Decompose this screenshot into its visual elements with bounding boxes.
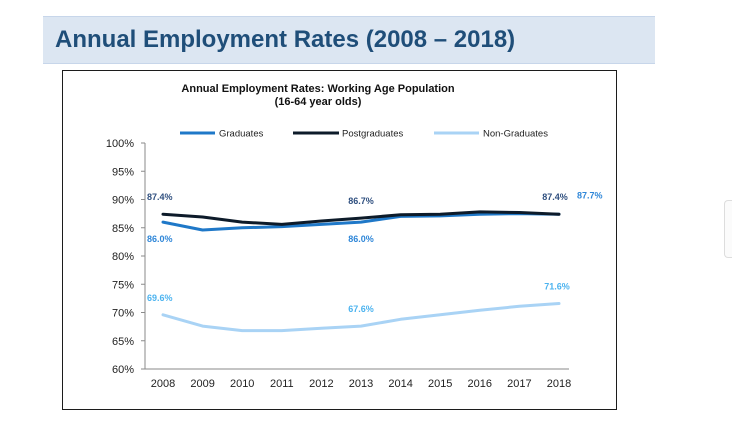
y-tick-label: 75%	[112, 279, 134, 291]
y-tick-label: 65%	[112, 336, 134, 348]
series-line-graduates	[161, 212, 561, 232]
series-line-postgraduates	[161, 210, 561, 226]
x-tick-label: 2018	[547, 378, 571, 390]
x-tick-label: 2013	[349, 378, 373, 390]
x-axis: 2008 2009 2010 2011 2012 2013 2014 2015 2016 2017…	[145, 368, 571, 390]
chart-legend: Graduates Postgraduates Non-Graduates	[180, 129, 548, 140]
x-tick-label: 2017	[507, 378, 531, 390]
x-tick-label: 2014	[388, 378, 412, 390]
series-lines	[161, 210, 561, 333]
data-label-postgraduates-2008: 87.4%	[147, 192, 173, 202]
x-tick-label: 2012	[309, 378, 333, 390]
y-axis: 100% 95% 90% 85% 80% 75% 70% 65% 60%	[106, 138, 146, 376]
y-tick-label: 100%	[106, 138, 134, 150]
y-tick-label: 70%	[112, 308, 134, 320]
chart-container: Annual Employment Rates: Working Age Pop…	[62, 70, 617, 410]
side-edge-element	[724, 200, 732, 258]
data-label-non_graduates-2008: 69.6%	[147, 293, 173, 303]
x-tick-label: 2016	[468, 378, 492, 390]
section-header: Annual Employment Rates (2008 – 2018)	[43, 16, 655, 64]
legend-label-non_graduates: Non-Graduates	[483, 129, 548, 140]
series-line-non_graduates	[161, 302, 561, 333]
chart-subtitle: (16-64 year olds)	[275, 96, 362, 108]
data-label-graduates-2018: 87.7%	[577, 190, 603, 200]
y-tick-label: 80%	[112, 251, 134, 263]
data-labels: 87.4% 86.0% 69.6% 86.7% 86.0% 67.6% 87.4% 87.7%…	[147, 190, 603, 314]
data-label-postgraduates-2013: 86.7%	[348, 196, 374, 206]
data-label-graduates-2013: 86.0%	[348, 234, 374, 244]
data-label-postgraduates-2018: 87.4%	[542, 192, 568, 202]
x-tick-label: 2010	[230, 378, 254, 390]
x-tick-label: 2009	[190, 378, 214, 390]
chart-title: Annual Employment Rates: Working Age Pop…	[181, 83, 454, 95]
x-tick-label: 2008	[151, 378, 175, 390]
legend-label-graduates: Graduates	[219, 129, 264, 140]
x-tick-label: 2011	[270, 378, 294, 390]
y-tick-label: 85%	[112, 223, 134, 235]
y-tick-label: 95%	[112, 166, 134, 178]
employment-line-chart: Annual Employment Rates: Working Age Pop…	[106, 83, 603, 390]
data-label-non_graduates-2018: 71.6%	[544, 281, 570, 291]
page-title: Annual Employment Rates (2008 – 2018)	[55, 26, 516, 53]
y-tick-label: 60%	[112, 364, 134, 376]
data-label-non_graduates-2013: 67.6%	[348, 304, 374, 314]
legend-label-postgraduates: Postgraduates	[342, 129, 404, 140]
x-tick-label: 2015	[428, 378, 452, 390]
y-tick-label: 90%	[112, 195, 134, 207]
data-label-graduates-2008: 86.0%	[147, 234, 173, 244]
